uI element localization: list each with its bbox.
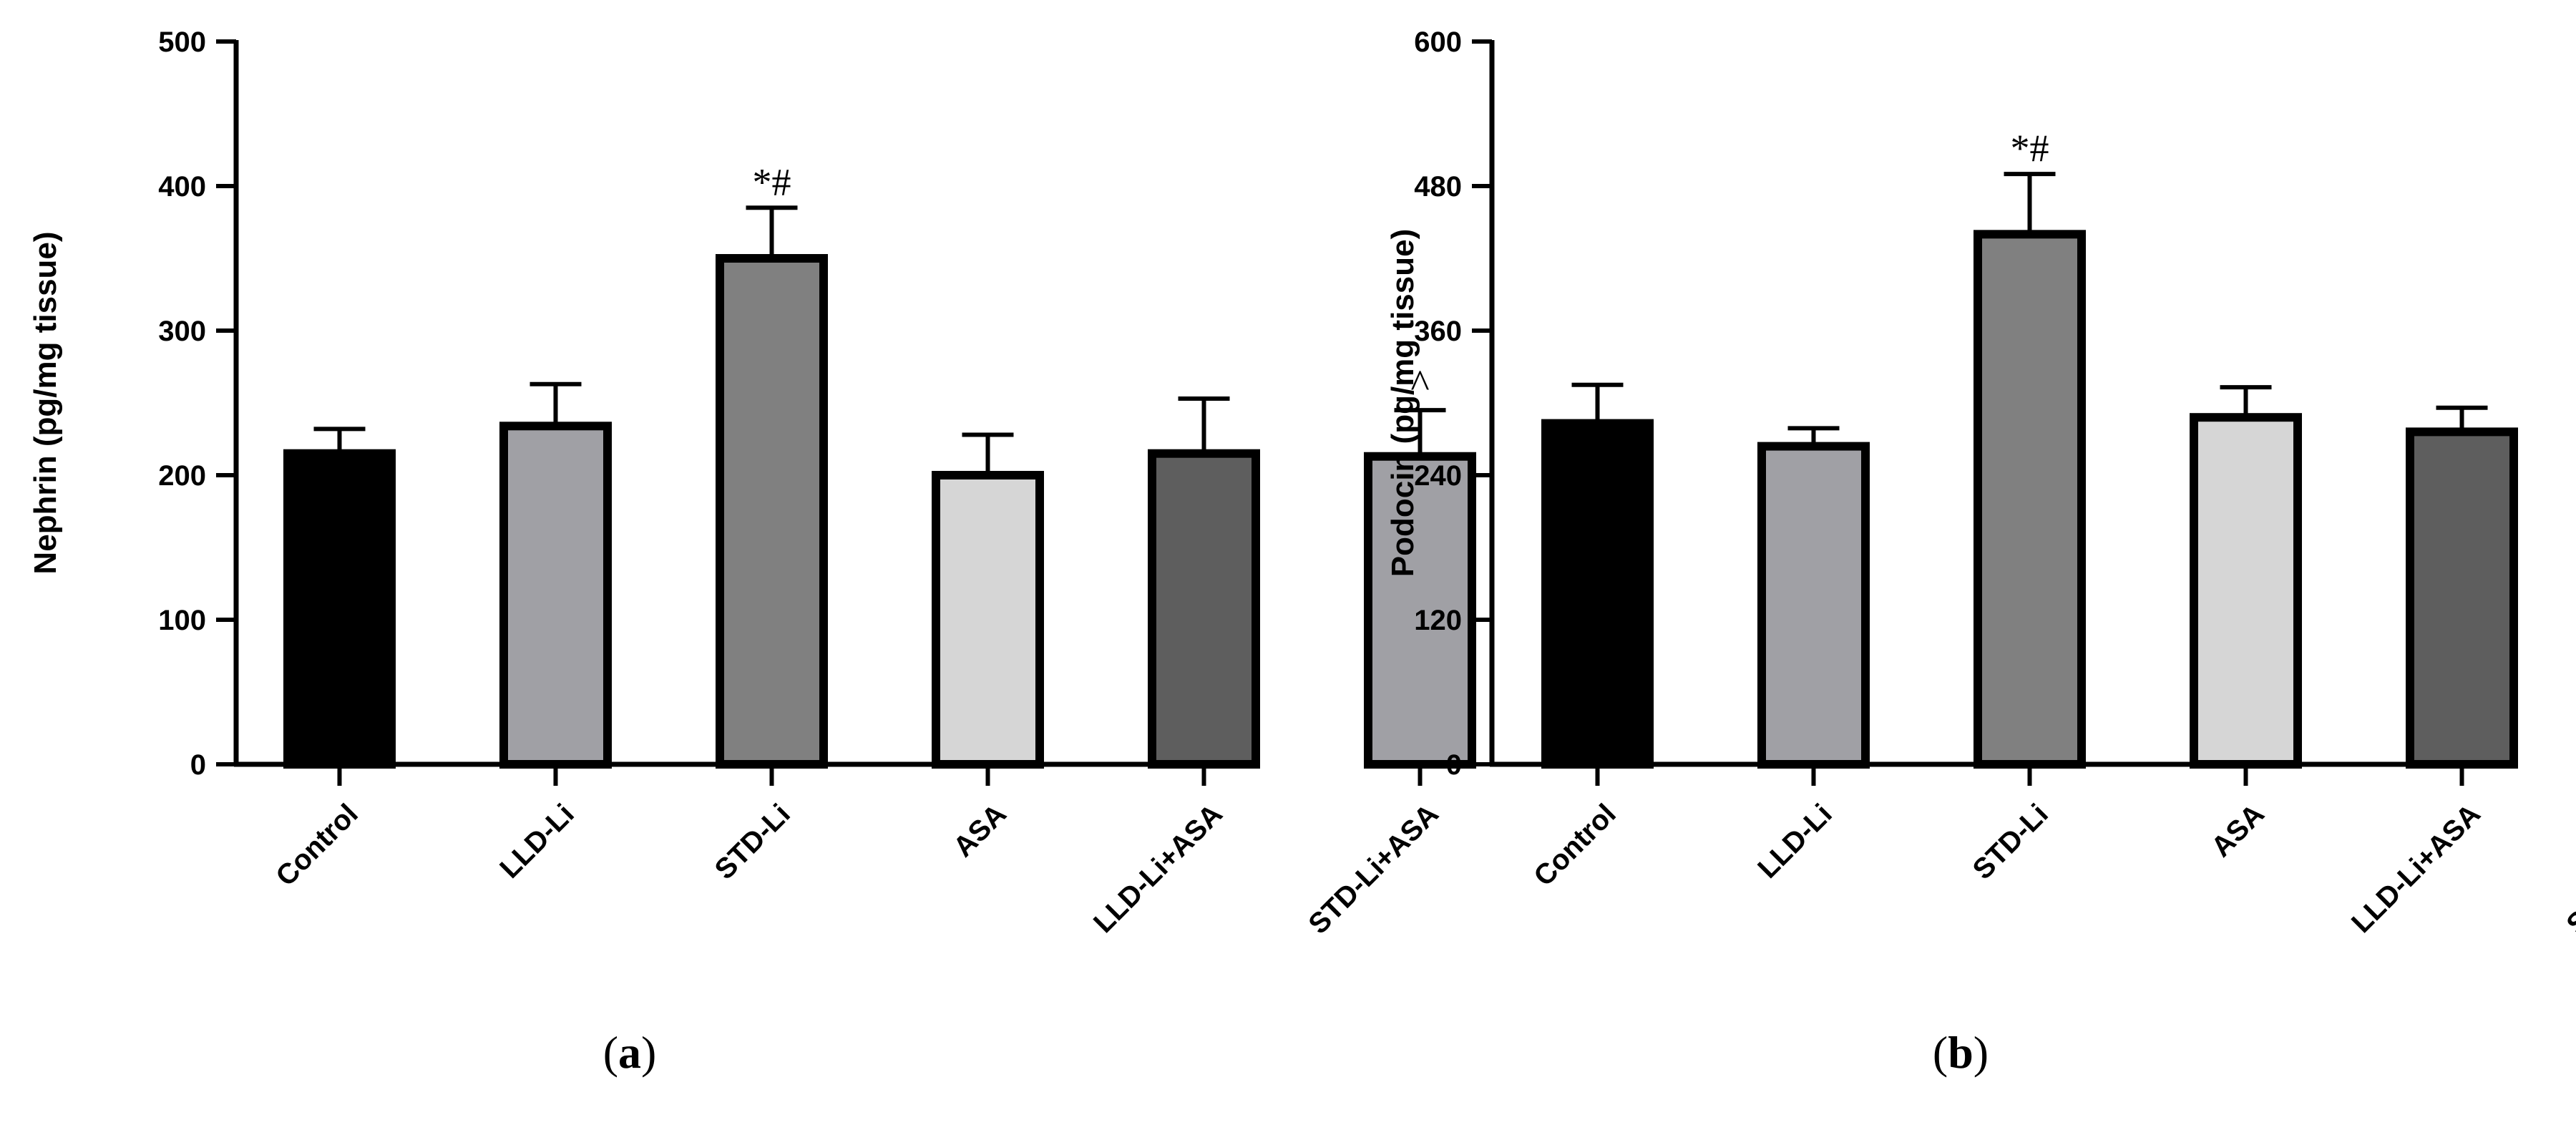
panel-label-open: ( bbox=[603, 1027, 618, 1078]
y-tick-label: 400 bbox=[158, 171, 206, 203]
y-tick-label: 600 bbox=[1414, 26, 1462, 58]
y-tick-label: 200 bbox=[158, 460, 206, 492]
bar-control bbox=[1541, 419, 1654, 769]
panel-label-close: ) bbox=[1974, 1027, 1989, 1078]
x-tick-label: LLD-Li+ASA bbox=[2346, 798, 2487, 939]
y-tick-label: 360 bbox=[1414, 316, 1462, 347]
panel-label-close: ) bbox=[641, 1027, 656, 1078]
panel-label: (b) bbox=[1933, 1027, 1989, 1078]
x-tick-label: STD-Li+ASA bbox=[2560, 798, 2576, 940]
y-tick-label: 480 bbox=[1414, 171, 1462, 203]
y-tick-label: 300 bbox=[158, 316, 206, 347]
x-tick-label: LLD-Li bbox=[1752, 798, 1838, 885]
bar-std-li bbox=[1974, 230, 2086, 769]
x-tick-label: STD-Li bbox=[709, 798, 796, 885]
chart-panel-b: 0 120 240 360 480 600 Podocin (pg/mg tissue) Co… bbox=[1385, 26, 2576, 1078]
bar-lld-li-asa bbox=[2406, 427, 2518, 769]
y-tick-label: 0 bbox=[190, 749, 206, 781]
y-axis-label: Nephrin (pg/mg tissue) bbox=[28, 231, 63, 574]
bar-lld-li bbox=[499, 422, 612, 769]
bar-lld-li-asa bbox=[1148, 449, 1260, 769]
y-tick-label: 500 bbox=[158, 26, 206, 58]
x-tick-label: LLD-Li+ASA bbox=[1088, 798, 1229, 939]
x-tick-label: ASA bbox=[2205, 798, 2270, 863]
panel-label-letter: b bbox=[1948, 1027, 1974, 1078]
x-tick-label: Control bbox=[1528, 798, 1622, 892]
y-tick-label: 240 bbox=[1414, 460, 1462, 492]
bar-asa bbox=[2190, 413, 2302, 769]
bar-std-li bbox=[716, 254, 828, 769]
panel-label-letter: a bbox=[618, 1027, 641, 1078]
x-tick-label: Control bbox=[270, 798, 364, 892]
x-tick-label: STD-Li bbox=[1967, 798, 2054, 885]
y-tick-label: 100 bbox=[158, 605, 206, 636]
y-tick-label: 120 bbox=[1414, 605, 1462, 636]
significance-annotation: ^ bbox=[1410, 362, 1429, 406]
panel-label: (a) bbox=[603, 1027, 657, 1078]
chart-panel-a: 0 100 200 300 400 500 Nephrin (pg/mg tissue) Co… bbox=[28, 26, 1476, 1078]
x-tick-label: LLD-Li bbox=[494, 798, 580, 885]
bar-lld-li bbox=[1757, 442, 1870, 769]
panel-label-open: ( bbox=[1933, 1027, 1948, 1078]
x-tick-label: ASA bbox=[947, 798, 1013, 863]
bar-control bbox=[283, 449, 396, 769]
bar-std-li-asa bbox=[1364, 452, 1476, 769]
y-axis-label: Podocin (pg/mg tissue) bbox=[1385, 229, 1420, 577]
significance-annotation: *# bbox=[2011, 127, 2049, 170]
bar-asa bbox=[932, 471, 1044, 769]
significance-annotation: *# bbox=[753, 160, 791, 203]
x-tick-label: STD-Li+ASA bbox=[1302, 798, 1444, 940]
y-tick-label: 0 bbox=[1446, 749, 1462, 781]
